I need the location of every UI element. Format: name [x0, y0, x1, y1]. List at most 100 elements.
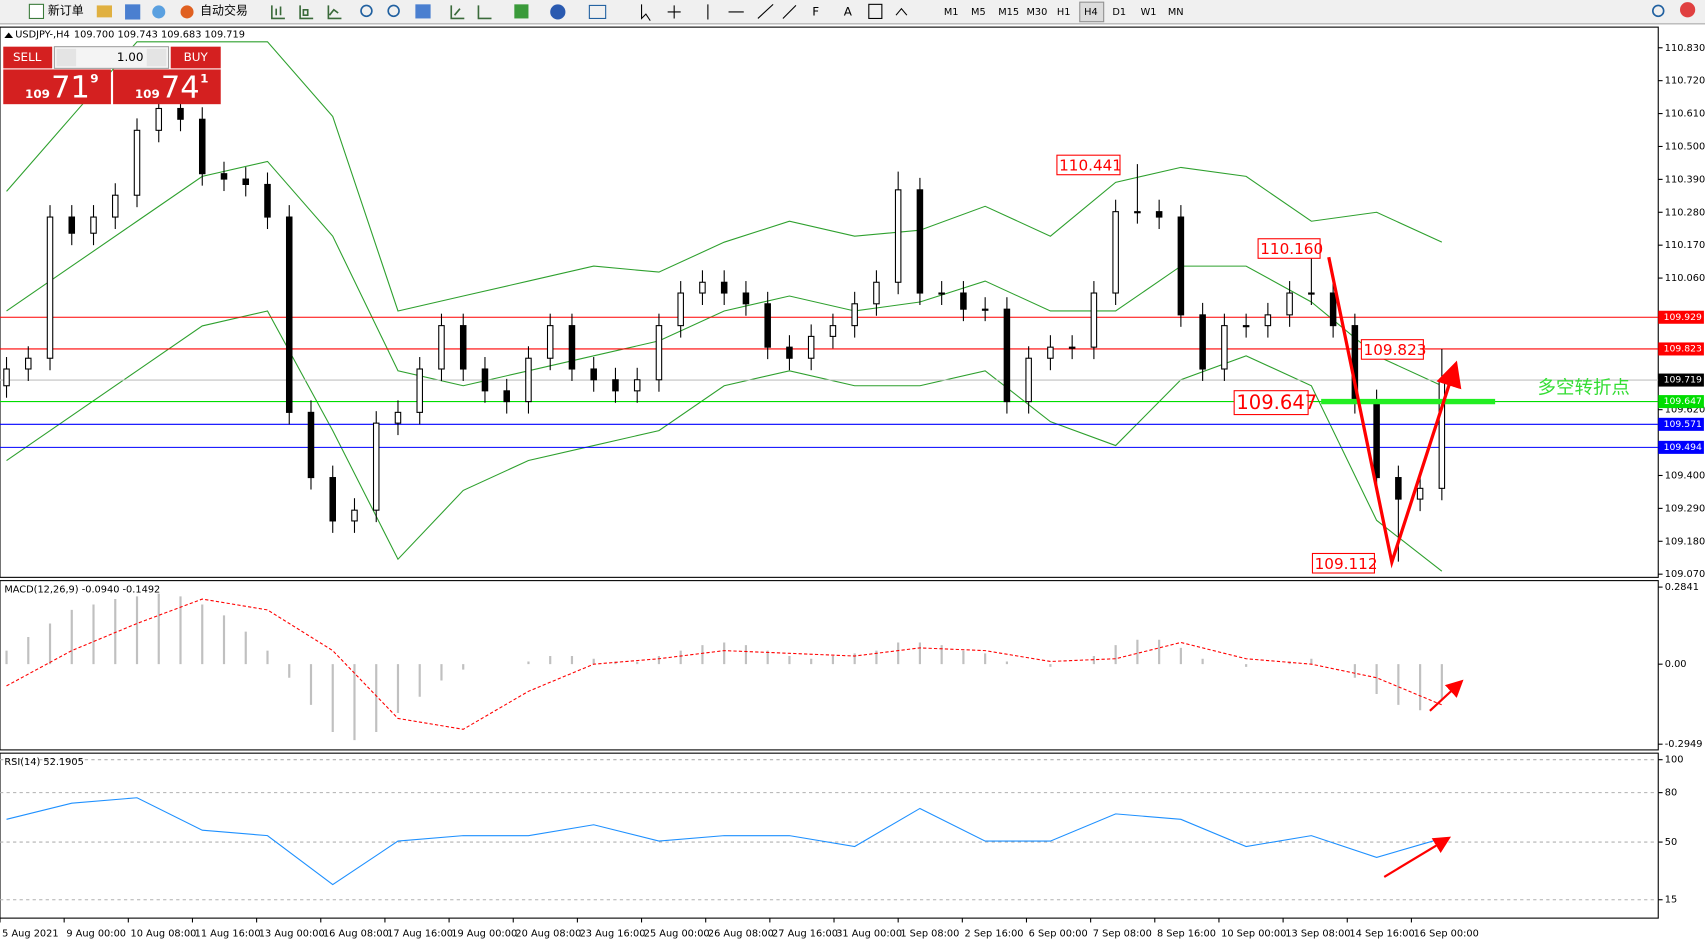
x-tick-label: 26 Aug 08:00: [708, 928, 774, 939]
icon[interactable]: [96, 5, 112, 18]
toolbar: 新订单 自动交易 F A M1 M5 M15 M30 H1 H4 D1 W1 MN: [0, 0, 1705, 25]
price-level-box: [1658, 310, 1704, 324]
candle-body: [916, 189, 924, 294]
auto-trading-button[interactable]: 自动交易: [200, 2, 248, 17]
fibo-icon[interactable]: F: [812, 4, 819, 18]
candle-body: [46, 216, 54, 359]
axes: 110.830 110.720 110.610 110.500 110.390 110.2…: [0, 43, 1705, 939]
candle-body: [612, 379, 619, 392]
icon[interactable]: [152, 5, 166, 19]
timeframe-active[interactable]: [1079, 1, 1105, 23]
tile-icon[interactable]: [415, 4, 431, 19]
x-tick-label: 1 Sep 08:00: [900, 928, 959, 939]
y-tick-label: 110.390: [1665, 174, 1705, 185]
timeframe-button[interactable]: D1: [1112, 7, 1126, 18]
candle-body: [1199, 314, 1206, 370]
trend-arrow: [1327, 256, 1462, 569]
candle-body: [1221, 325, 1228, 370]
candle-body: [851, 303, 858, 327]
periods-icon[interactable]: [550, 4, 566, 20]
label-tool[interactable]: [868, 3, 883, 19]
candle-body: [111, 194, 119, 218]
x-tick-label: 23 Aug 16:00: [580, 928, 646, 939]
timeframe-button[interactable]: H4: [1084, 7, 1098, 18]
bollinger-middle: [6, 160, 1443, 387]
rsi-line: [6, 797, 1443, 886]
candle-icon[interactable]: [299, 5, 314, 20]
candle-body: [1308, 292, 1315, 295]
rsi-panel: [0, 752, 1659, 919]
x-tick-label: 8 Sep 16:00: [1157, 928, 1216, 939]
x-tick-label: 31 Aug 00:00: [836, 928, 902, 939]
icon[interactable]: [125, 4, 141, 20]
auto-trading-icon[interactable]: [180, 5, 194, 19]
crosshair-icon[interactable]: [667, 5, 681, 19]
candle-body: [1025, 357, 1032, 403]
arrow-tool[interactable]: [895, 7, 908, 16]
new-order-button[interactable]: 新订单: [48, 2, 84, 17]
new-order-icon[interactable]: [28, 3, 45, 19]
y-tick-label: 110.720: [1665, 76, 1705, 87]
sell-price-box[interactable]: [3, 69, 111, 105]
candle-body: [155, 107, 163, 131]
timeframe-button[interactable]: M5: [971, 7, 986, 18]
volume-input[interactable]: [53, 46, 170, 69]
timeframe-button[interactable]: W1: [1141, 7, 1157, 18]
candle-body: [1242, 325, 1250, 328]
candle-body: [481, 368, 489, 392]
volume-value[interactable]: 1.00: [117, 50, 144, 64]
candle-body: [807, 335, 815, 359]
shift-icon[interactable]: [477, 5, 492, 20]
y-tick-label: 110.280: [1665, 207, 1705, 218]
volume-up[interactable]: [146, 48, 167, 67]
timeframe-button[interactable]: MN: [1168, 7, 1184, 18]
collapse-icon[interactable]: [4, 32, 14, 38]
candle-body: [3, 368, 10, 387]
macd-arrow: [1429, 679, 1464, 712]
volume-down[interactable]: [56, 48, 77, 67]
price-level-box: [1658, 440, 1704, 454]
annotation-box: [1311, 552, 1375, 574]
draw-tools[interactable]: [707, 3, 797, 20]
main-plot: [0, 41, 1659, 572]
x-tick-label: 19 Aug 00:00: [451, 928, 517, 939]
candle-body: [938, 292, 945, 295]
timeframe-button[interactable]: M30: [1026, 7, 1047, 18]
y-tick-label: -0.2949: [1665, 739, 1703, 750]
candle-body: [1003, 308, 1011, 403]
candle-body: [307, 411, 315, 479]
y-tick-label: 0.00: [1665, 659, 1687, 670]
templates-icon[interactable]: [588, 4, 607, 19]
candle-body: [633, 379, 641, 392]
annotation-label: 109.647: [1236, 391, 1317, 414]
sell-button[interactable]: [3, 46, 53, 69]
scroll-icon[interactable]: [450, 5, 465, 20]
candle-body: [960, 292, 967, 310]
sell-label[interactable]: SELL: [13, 50, 42, 64]
buy-label[interactable]: BUY: [184, 50, 209, 64]
buy-button[interactable]: [170, 46, 221, 69]
text-tool[interactable]: A: [844, 4, 853, 18]
candle-body: [1047, 346, 1054, 359]
timeframe-button[interactable]: M15: [998, 7, 1019, 18]
candle-body: [677, 292, 684, 327]
timeframe-button[interactable]: M1: [944, 7, 959, 18]
zoom-out-icon[interactable]: [387, 4, 400, 18]
line-icon[interactable]: [327, 5, 342, 20]
price-level-label: 109.494: [1664, 442, 1702, 453]
candle-body: [1395, 477, 1402, 500]
annotation-box: [1233, 390, 1309, 416]
y-tick-label: 50: [1665, 837, 1677, 848]
cursor-icon[interactable]: [641, 4, 651, 21]
bar-chart-icon[interactable]: [271, 5, 285, 20]
y-tick-label: 110.610: [1665, 109, 1705, 120]
indicators-icon[interactable]: [514, 4, 529, 19]
x-tick-label: 2 Sep 16:00: [964, 928, 1023, 939]
buy-price-box[interactable]: [113, 69, 221, 105]
notification-icon[interactable]: [1679, 2, 1696, 18]
search-icon[interactable]: [1651, 4, 1665, 18]
zoom-in-icon[interactable]: [360, 4, 373, 18]
candle-body: [264, 183, 271, 218]
timeframe-button[interactable]: H1: [1057, 7, 1071, 18]
buy-price-big: 74: [161, 71, 200, 106]
